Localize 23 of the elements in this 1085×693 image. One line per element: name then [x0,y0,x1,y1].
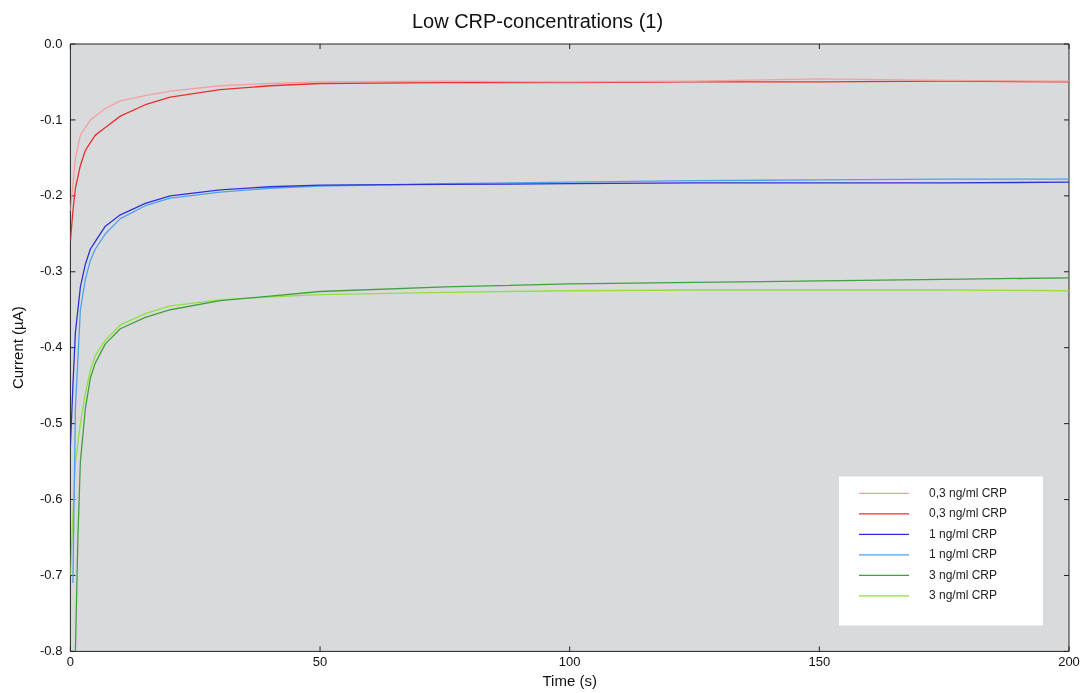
y-tick-label: -0.3 [39,263,63,279]
x-tick-label: 0 [66,653,75,669]
x-tick-label: 200 [1058,653,1080,669]
y-tick-label: -0.4 [39,339,63,355]
legend-label: 3 ng/ml CRP [929,567,998,582]
legend-label: 3 ng/ml CRP [929,588,998,603]
y-tick-label: -0.5 [39,415,63,431]
chart-title: Low CRP-concentrations (1) [411,9,664,32]
y-tick-label: -0.2 [39,187,63,203]
x-axis-title: Time (s) [542,672,597,690]
legend-label: 0,3 ng/ml CRP [929,485,1008,500]
y-tick-label: 0.0 [44,35,63,51]
y-tick-label: -0.1 [39,111,63,127]
y-tick-label: -0.6 [39,491,63,507]
legend-label: 1 ng/ml CRP [929,547,998,562]
legend-label: 1 ng/ml CRP [929,526,998,541]
legend-label: 0,3 ng/ml CRP [929,506,1008,521]
y-tick-label: -0.7 [39,567,63,583]
y-axis-title: Current (µA) [9,306,27,390]
x-tick-label: 100 [558,653,581,669]
y-tick-label: -0.8 [39,642,63,658]
x-tick-label: 50 [312,653,328,669]
x-tick-label: 150 [808,653,831,669]
